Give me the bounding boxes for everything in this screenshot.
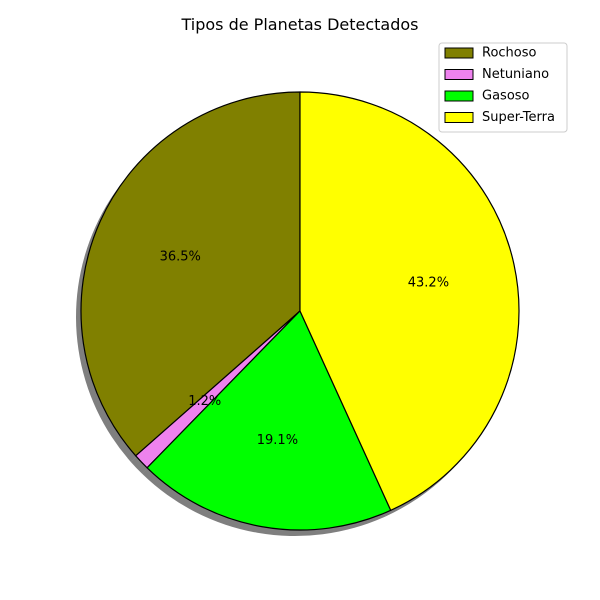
- label-gasoso: 19.1%: [257, 433, 298, 448]
- legend-item-super-terra: Super-Terra: [444, 110, 555, 125]
- legend-label-rochoso: Rochoso: [482, 46, 537, 61]
- slice-rochoso: [80, 91, 301, 457]
- label-rochoso: 36.5%: [160, 249, 201, 264]
- label-netuniano: 1.2%: [188, 394, 221, 409]
- legend-swatch-rochoso: [444, 47, 474, 59]
- pie-labels: 36.5% 1.2% 19.1% 43.2%: [160, 249, 449, 448]
- chart-title: Tipos de Planetas Detectados: [181, 15, 419, 34]
- legend-item-rochoso: Rochoso: [444, 46, 537, 61]
- legend-frame: [438, 42, 568, 133]
- pie-slices: [80, 91, 520, 531]
- legend-swatch-gasoso: [444, 90, 474, 102]
- legend-label-gasoso: Gasoso: [482, 89, 530, 104]
- legend-swatch-super-terra: [444, 112, 474, 123]
- label-super-terra: 43.2%: [408, 276, 449, 291]
- slice-gasoso: [146, 310, 392, 531]
- legend: Rochoso Netuniano Gasoso Super-Terra: [438, 42, 568, 133]
- slice-super-terra: [299, 91, 520, 511]
- legend-item-netuniano: Netuniano: [444, 67, 549, 82]
- legend-label-netuniano: Netuniano: [482, 67, 549, 82]
- legend-label-super-terra: Super-Terra: [482, 110, 555, 125]
- legend-item-gasoso: Gasoso: [444, 89, 530, 104]
- legend-swatch-netuniano: [444, 69, 474, 80]
